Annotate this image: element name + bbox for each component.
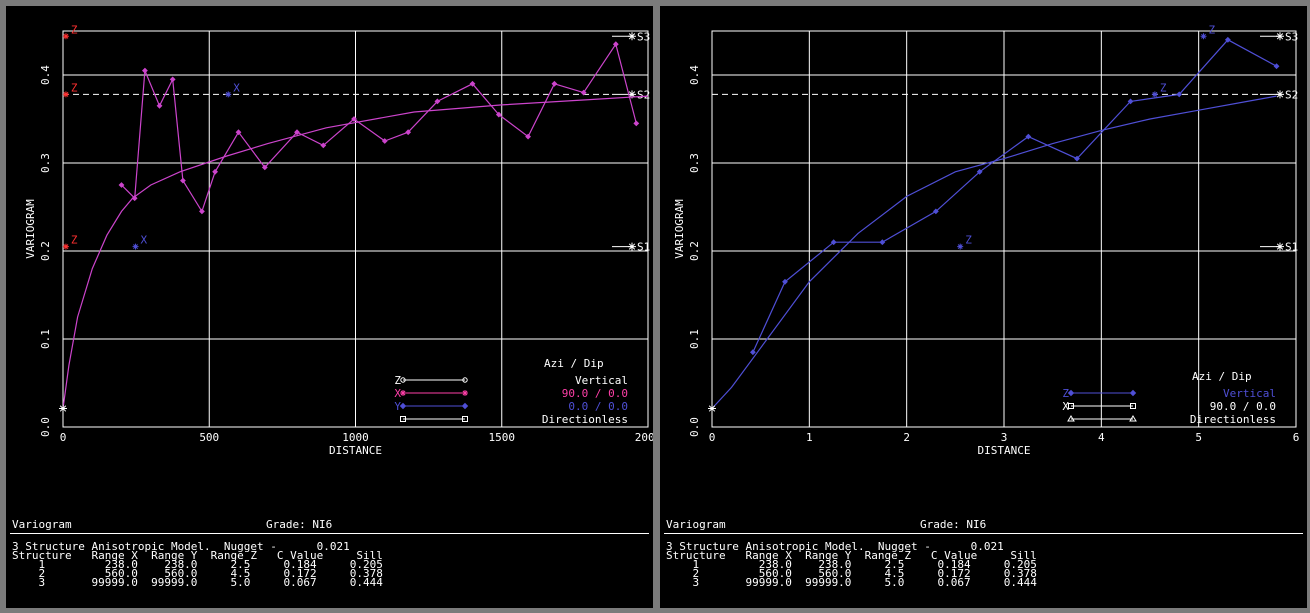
annotation-label: Z: [965, 234, 972, 247]
annotation-star: [63, 244, 69, 250]
info-title: Variogram: [12, 520, 72, 530]
legend-marker: [463, 404, 468, 409]
structure-marker-star: [1276, 32, 1284, 40]
annotation-label: Z: [1160, 81, 1167, 94]
info-row-3: 3 99999.0 99999.0 5.0 0.067 0.444: [666, 578, 1037, 588]
structure-marker-star: [628, 243, 636, 251]
legend-entry-text: Vertical: [575, 374, 628, 387]
structure-marker-star: [1276, 90, 1284, 98]
structure-marker-label: S1: [637, 241, 650, 254]
data-point: [751, 350, 755, 354]
data-point: [1274, 64, 1278, 68]
experimental-line: [122, 44, 637, 211]
origin-marker: [708, 405, 716, 413]
model-curve: [712, 96, 1277, 408]
annotation-star: [63, 33, 69, 39]
data-point: [634, 121, 638, 125]
legend-entry-text: 90.0 / 0.0: [1210, 400, 1276, 413]
legend-marker: [462, 390, 468, 396]
variogram-info-right: Variogram Grade: NI6 3 Structure Anisotr…: [660, 514, 1307, 608]
y-tick-label: 0.2: [39, 241, 52, 261]
annotation-label: Z: [71, 23, 78, 36]
annotation-label: Z: [71, 81, 78, 94]
annotation-star: [1152, 91, 1158, 97]
info-grade: Grade: NI6: [266, 520, 332, 530]
structure-marker-label: S2: [1285, 88, 1298, 101]
data-point: [170, 77, 174, 81]
x-tick-label: 0: [709, 431, 716, 444]
legend-header: Azi / Dip: [544, 357, 604, 370]
info-grade: Grade: NI6: [920, 520, 986, 530]
info-divider: [664, 533, 1303, 534]
variogram-panel-right: 0 1 2 3 4 5 6 0.0 0.1 0.2 0.3 0.4 DISTANCE VARIOGRAM S…: [660, 6, 1307, 608]
origin-marker: [59, 405, 67, 413]
annotation-label: Z: [1209, 23, 1216, 36]
x-tick-label: 1: [806, 431, 813, 444]
legend-entry-text: Directionless: [1190, 413, 1276, 426]
annotation-label: X: [141, 234, 148, 247]
y-tick-label: 0.0: [39, 417, 52, 437]
legend-key: Z: [394, 374, 401, 387]
legend-marker: [1131, 391, 1136, 396]
structure-marker-label: S2: [637, 88, 650, 101]
y-tick-label: 0.3: [39, 153, 52, 173]
annotation-star: [133, 244, 139, 250]
legend-entry-text: Directionless: [542, 413, 628, 426]
annotation-label: Z: [71, 234, 78, 247]
x-tick-label: 5: [1195, 431, 1202, 444]
legend-marker: [401, 404, 406, 409]
y-tick-label: 0.0: [688, 417, 701, 437]
legend-entry-text: Vertical: [1223, 387, 1276, 400]
y-tick-label: 0.4: [39, 65, 52, 85]
structure-marker-star: [628, 32, 636, 40]
legend-entry-text: 90.0 / 0.0: [562, 387, 628, 400]
y-tick-label: 0.3: [688, 153, 701, 173]
annotation-star: [63, 91, 69, 97]
legend-entry-text: 0.0 / 0.0: [568, 400, 628, 413]
structure-marker-label: S1: [1285, 241, 1298, 254]
x-tick-label: 3: [1001, 431, 1008, 444]
x-tick-label: 4: [1098, 431, 1105, 444]
structure-marker-label: S3: [637, 30, 650, 43]
variogram-info-left: Variogram Grade: NI6 3 Structure Anisotr…: [6, 514, 653, 608]
y-axis-label: VARIOGRAM: [24, 199, 37, 259]
x-tick-label: 2000: [635, 431, 653, 444]
x-axis-label: DISTANCE: [978, 444, 1031, 457]
x-tick-label: 500: [199, 431, 219, 444]
annotation-label: X: [233, 81, 240, 94]
x-tick-label: 0: [60, 431, 67, 444]
info-divider: [10, 533, 649, 534]
y-tick-label: 0.1: [39, 329, 52, 349]
x-axis-label: DISTANCE: [329, 444, 382, 457]
data-point: [552, 82, 556, 86]
data-point: [157, 104, 161, 108]
y-axis-label: VARIOGRAM: [673, 199, 686, 259]
x-tick-label: 6: [1293, 431, 1300, 444]
legend-marker: [1069, 391, 1074, 396]
info-title: Variogram: [666, 520, 726, 530]
annotation-star: [225, 91, 231, 97]
x-tick-label: 1500: [489, 431, 516, 444]
annotation-star: [1201, 33, 1207, 39]
x-tick-label: 1000: [342, 431, 369, 444]
structure-marker-label: S3: [1285, 30, 1298, 43]
x-tick-label: 2: [903, 431, 910, 444]
variogram-chart-right: 0 1 2 3 4 5 6 0.0 0.1 0.2 0.3 0.4 DISTANCE VARIOGRAM S…: [660, 6, 1307, 511]
data-point: [143, 68, 147, 72]
annotation-star: [957, 244, 963, 250]
y-tick-label: 0.4: [688, 65, 701, 85]
structure-marker-star: [1276, 243, 1284, 251]
legend-marker: [400, 390, 406, 396]
y-tick-label: 0.1: [688, 329, 701, 349]
info-row-3: 3 99999.0 99999.0 5.0 0.067 0.444: [12, 578, 383, 588]
experimental-line: [753, 40, 1277, 352]
legend-header: Azi / Dip: [1192, 370, 1252, 383]
y-tick-label: 0.2: [688, 241, 701, 261]
